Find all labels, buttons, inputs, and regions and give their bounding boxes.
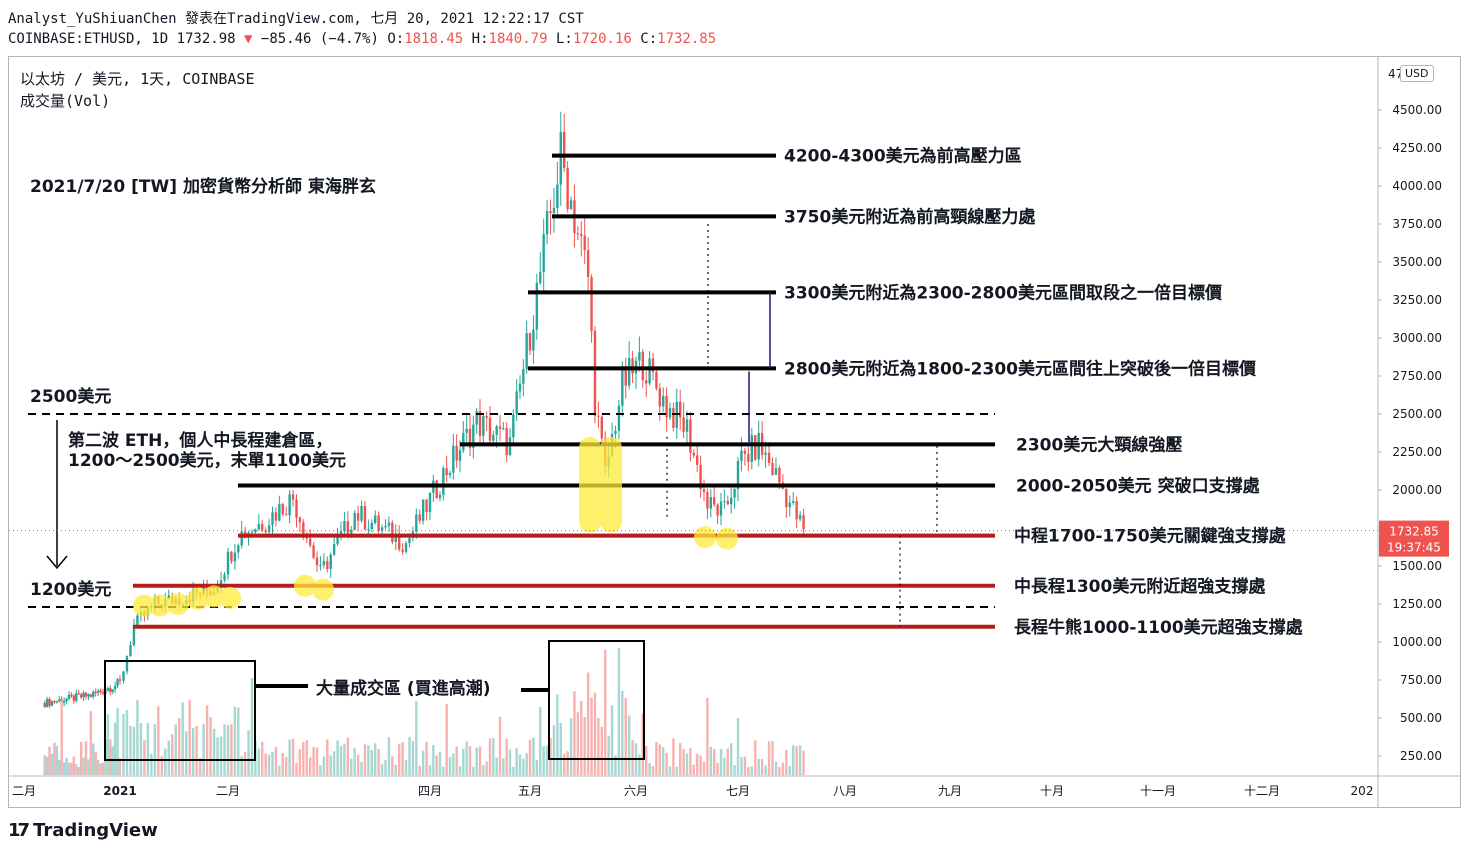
down-arrow-icon: ▼ <box>244 31 253 47</box>
low-value: 1720.16 <box>572 31 632 47</box>
tradingview-logo[interactable]: 17 TradingView <box>8 820 158 841</box>
chart-frame <box>8 56 1461 808</box>
low-label: L: <box>555 31 573 47</box>
close-value: 1732.85 <box>657 31 717 47</box>
symbol-label: COINBASE:ETHUSD, 1D 1732.98 <box>8 31 236 47</box>
symbol-ohlc: COINBASE:ETHUSD, 1D 1732.98 ▼ −85.46 (−4… <box>8 31 716 47</box>
open-label: O: <box>387 31 405 47</box>
change-value: −85.46 (−4.7%) <box>260 31 379 47</box>
open-value: 1818.45 <box>404 31 464 47</box>
high-value: 1840.79 <box>488 31 548 47</box>
volume-legend[interactable]: 成交量(Vol) <box>20 92 111 110</box>
high-label: H: <box>471 31 489 47</box>
brand-name: TradingView <box>33 820 158 841</box>
currency-button[interactable]: USD <box>1400 65 1434 82</box>
close-label: C: <box>640 31 658 47</box>
publish-info: Analyst_YuShiuanChen 發表在TradingView.com,… <box>8 11 584 27</box>
series-legend[interactable]: 以太坊 / 美元, 1天, COINBASE <box>20 70 255 88</box>
tradingview-icon: 17 <box>8 820 30 841</box>
